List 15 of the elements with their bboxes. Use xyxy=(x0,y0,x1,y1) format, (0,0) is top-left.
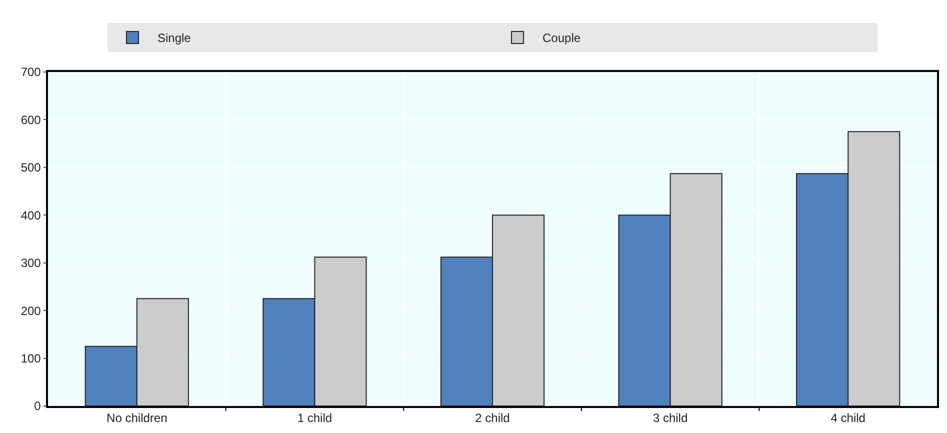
y-tick-label: 500 xyxy=(20,160,42,175)
y-tick-label: 400 xyxy=(20,208,42,222)
y-tick-label: 300 xyxy=(20,256,42,270)
x-tick-label: 2 child xyxy=(475,411,510,426)
y-tick-label: 200 xyxy=(20,304,42,318)
x-tick-label: 4 child xyxy=(830,411,866,426)
x-tick-label: 3 child xyxy=(652,411,688,426)
x-tick-label: No children xyxy=(106,411,168,426)
y-tick-label: 600 xyxy=(20,112,42,127)
y-tick-label: 0 xyxy=(34,399,42,414)
y-tick-label: 700 xyxy=(20,65,42,80)
legend-label: Single xyxy=(158,31,192,46)
x-tick-label: 1 child xyxy=(297,411,332,426)
y-tick-label: 100 xyxy=(20,351,42,366)
legend-label: Couple xyxy=(542,31,581,46)
